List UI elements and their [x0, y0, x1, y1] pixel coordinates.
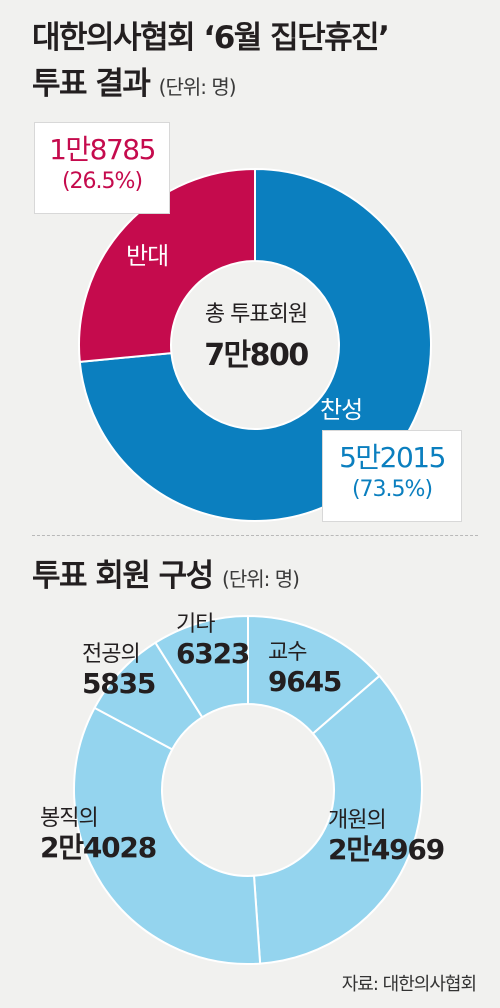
vote-center: 총 투표회원 7만800 [176, 296, 336, 374]
oppose-slice-label: 반대 [126, 242, 169, 270]
favor-percent: (73.5%) [351, 477, 433, 502]
segment-value: 2만4969 [328, 833, 445, 866]
segment-label-other: 기타 6323 [176, 612, 250, 670]
oppose-slice [78, 167, 256, 364]
segment-value: 5835 [82, 667, 156, 700]
unit-label: (단위: 명) [158, 75, 237, 99]
segment-name: 봉직의 [40, 806, 99, 831]
segment-name: 전공의 [82, 642, 141, 667]
source-note: 자료: 대한의사협회 [341, 974, 477, 995]
segment-label-practitioner: 개원의 2만4969 [328, 808, 445, 866]
composition-title: 투표 회원 구성 [32, 558, 214, 594]
favor-slice-label: 찬성 [320, 396, 363, 424]
total-voters-label: 총 투표회원 [204, 302, 308, 327]
segment-practitioner [252, 674, 423, 965]
segment-value: 2만4028 [40, 831, 157, 864]
segment-name: 교수 [268, 640, 307, 665]
segment-label-resident: 전공의 5835 [82, 642, 156, 700]
segment-value: 9645 [268, 665, 342, 698]
oppose-callout: 1만8785 (26.5%) [34, 122, 170, 214]
composition-title-row: 투표 회원 구성 (단위: 명) [32, 550, 300, 595]
main-title: 대한의사협회 ‘6월 집단휴진’ [32, 20, 390, 56]
segment-label-professor: 교수 9645 [268, 640, 342, 698]
segment-employed [73, 706, 262, 965]
main-title-text: 투표 결과 [32, 66, 151, 102]
segment-other [154, 614, 249, 719]
total-voters-value: 7만800 [204, 338, 309, 373]
segment-value: 6323 [176, 637, 250, 670]
oppose-percent: (26.5%) [61, 169, 143, 194]
favor-count: 5만2015 [339, 441, 446, 474]
segment-name: 개원의 [328, 808, 387, 833]
segment-label-employed: 봉직의 2만4028 [40, 806, 157, 864]
section-divider [32, 535, 478, 536]
favor-callout: 5만2015 (73.5%) [322, 430, 462, 522]
oppose-count: 1만8785 [49, 133, 156, 166]
composition-unit: (단위: 명) [222, 567, 300, 591]
segment-name: 기타 [176, 612, 215, 637]
main-title-line2: 투표 결과 (단위: 명) [32, 58, 237, 103]
